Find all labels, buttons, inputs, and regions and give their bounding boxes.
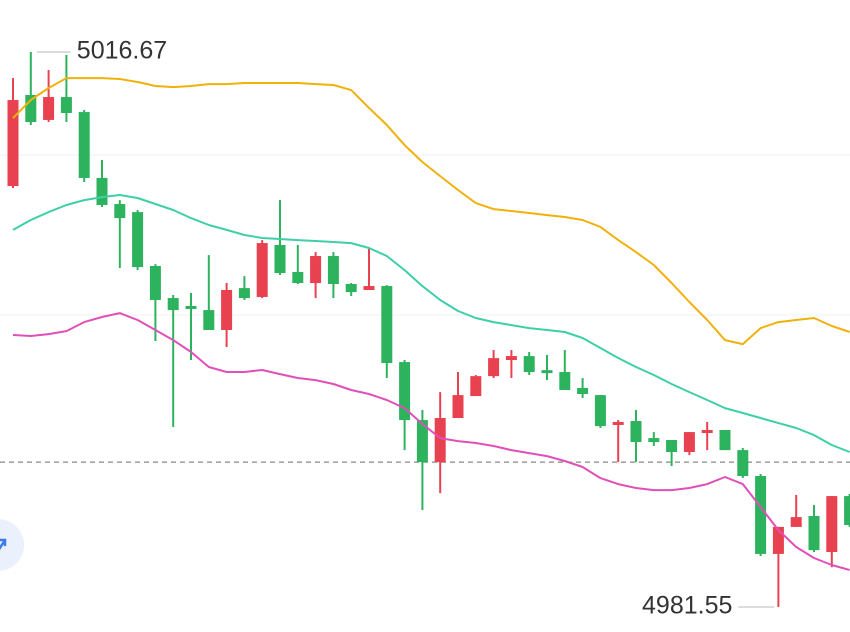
candle-body: [612, 421, 624, 425]
candle-body: [452, 395, 464, 419]
candle-body: [755, 476, 767, 554]
candle-body: [149, 265, 161, 300]
min-label: 4981.55: [642, 592, 732, 620]
candle-body: [381, 286, 393, 364]
candle-body: [470, 376, 482, 397]
candle-body: [327, 256, 339, 284]
candle-body: [238, 288, 250, 299]
candle-body: [594, 395, 606, 427]
candle-body: [221, 290, 233, 330]
band-line: [12, 312, 850, 571]
candle-body: [737, 450, 749, 477]
candle-body: [630, 421, 642, 443]
candle-body: [701, 430, 713, 434]
candle-body: [274, 244, 286, 274]
candle-body: [577, 387, 589, 394]
candle-body: [310, 256, 322, 284]
candle-body: [7, 100, 19, 187]
candle-body: [666, 439, 678, 452]
candle-body: [60, 97, 72, 113]
candle-body: [559, 372, 571, 391]
candle-body: [505, 356, 517, 361]
candle-body: [96, 177, 108, 205]
candle-body: [523, 356, 535, 373]
candle-body: [203, 310, 215, 330]
candle-body: [43, 97, 55, 120]
candle-body: [772, 526, 784, 554]
candle-body: [114, 204, 126, 219]
candle-body: [434, 418, 446, 463]
candle-body: [25, 94, 37, 123]
candle-body: [132, 212, 144, 268]
band-line: [12, 194, 850, 453]
max-label: 5016.67: [77, 37, 167, 65]
candle-body: [488, 358, 500, 377]
candle-body: [826, 496, 838, 553]
candle-body: [363, 286, 375, 291]
candle-body: [808, 515, 820, 551]
float-button-bg[interactable]: [0, 519, 24, 571]
candle-body: [256, 243, 268, 297]
candle-body: [185, 305, 197, 309]
float-button-icon[interactable]: [0, 538, 7, 551]
candle-body: [416, 420, 428, 463]
float-button[interactable]: [0, 519, 24, 571]
candle-body: [399, 362, 411, 421]
candle-body: [167, 298, 179, 311]
candle-body: [292, 271, 304, 284]
candle-body: [844, 496, 850, 526]
candle-body: [345, 283, 357, 293]
candle-body: [78, 112, 90, 178]
candle-body: [541, 370, 553, 374]
candle-body: [648, 438, 660, 443]
candle-body: [683, 432, 695, 452]
candle-body: [790, 517, 802, 527]
band-line: [12, 77, 850, 346]
candle-body: [719, 430, 731, 451]
